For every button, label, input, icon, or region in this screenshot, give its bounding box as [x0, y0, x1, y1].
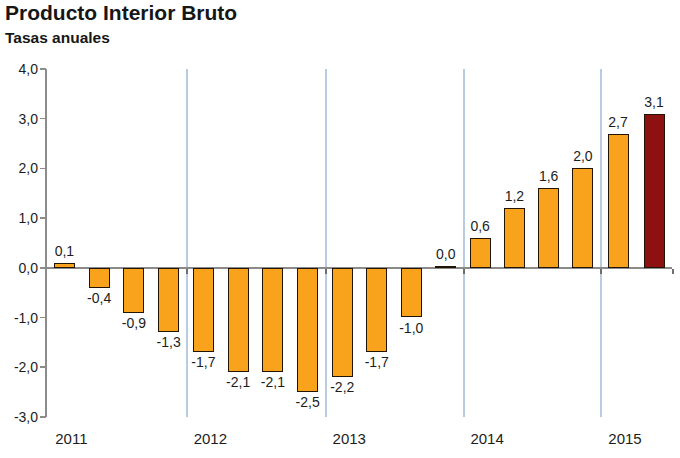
bar — [504, 208, 525, 268]
y-tick-label: -1,0 — [0, 310, 38, 326]
bar — [193, 268, 214, 352]
bar-value-label: 3,1 — [632, 94, 676, 111]
year-gridline — [463, 69, 465, 417]
plot-area: 4,0 3,0 2,0 1,0 0,0 -1,0 -2,0 -3,0 0,1 -0,4 -0,9 -1… — [0, 0, 680, 458]
y-tick-label: -3,0 — [0, 409, 38, 425]
y-tick-label: 3,0 — [0, 111, 38, 127]
bar-value-label: 0,6 — [458, 218, 502, 235]
x-axis-tick — [463, 269, 465, 274]
y-tick-label: -2,0 — [0, 359, 38, 375]
bar-value-label: 2,7 — [596, 114, 640, 131]
y-tick-label: 1,0 — [0, 210, 38, 226]
y-axis-tick — [40, 168, 46, 170]
bar-highlighted — [644, 114, 665, 268]
bar-value-label: -1,3 — [147, 334, 191, 351]
bar-value-label: -2,1 — [251, 374, 295, 391]
y-tick-label: 0,0 — [0, 260, 38, 276]
x-year-label: 2011 — [41, 430, 101, 448]
bar — [470, 238, 491, 268]
y-axis-tick — [40, 68, 46, 70]
bar-value-label: -0,4 — [77, 290, 121, 307]
bar — [123, 268, 144, 313]
x-year-label: 2015 — [595, 430, 655, 448]
bar-value-label: -1,0 — [389, 320, 433, 337]
x-axis-tick — [600, 269, 602, 274]
bar-value-label: 0,1 — [42, 243, 86, 260]
bar-value-label: -0,9 — [112, 315, 156, 332]
bar-value-label: 2,0 — [561, 148, 605, 165]
bar — [297, 268, 318, 392]
y-axis-tick — [40, 366, 46, 368]
x-axis-tick — [672, 269, 674, 274]
bar-value-label: 1,2 — [492, 188, 536, 205]
bar — [366, 268, 387, 352]
y-axis-tick — [40, 416, 46, 418]
bar — [435, 266, 456, 268]
y-axis-tick — [40, 317, 46, 319]
bar — [228, 268, 249, 372]
bar — [538, 188, 559, 268]
bar — [608, 134, 629, 268]
bar — [332, 268, 353, 377]
bar-value-label: 1,6 — [527, 168, 571, 185]
bar — [89, 268, 110, 288]
bar-value-label: -2,2 — [320, 379, 364, 396]
x-year-label: 2013 — [319, 430, 379, 448]
bar — [262, 268, 283, 372]
y-tick-label: 2,0 — [0, 160, 38, 176]
x-axis-tick — [186, 269, 188, 274]
bar — [572, 168, 593, 267]
x-axis-tick — [325, 269, 327, 274]
y-axis-tick — [40, 217, 46, 219]
y-tick-label: 4,0 — [0, 61, 38, 77]
y-axis-tick — [40, 118, 46, 120]
bar-value-label: -1,7 — [355, 354, 399, 371]
bar-value-label: -1,7 — [181, 354, 225, 371]
x-year-label: 2014 — [457, 430, 517, 448]
bar — [158, 268, 179, 333]
year-gridline — [325, 69, 327, 417]
bar — [401, 268, 422, 318]
x-year-label: 2012 — [180, 430, 240, 448]
bar — [54, 263, 75, 268]
bar-value-label: -2,5 — [286, 394, 330, 411]
bar-value-label: 0,0 — [424, 246, 468, 263]
gdp-annual-rates-chart: Producto Interior Bruto Tasas anuales 4,… — [0, 0, 680, 458]
